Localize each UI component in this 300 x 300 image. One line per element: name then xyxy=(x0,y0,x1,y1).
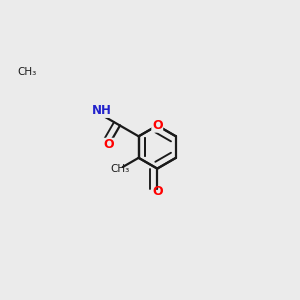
Text: O: O xyxy=(152,185,163,199)
Text: CH₃: CH₃ xyxy=(110,164,129,174)
Text: CH₃: CH₃ xyxy=(17,67,36,76)
Text: O: O xyxy=(152,119,163,132)
Text: NH: NH xyxy=(92,104,111,117)
Text: O: O xyxy=(103,138,114,152)
